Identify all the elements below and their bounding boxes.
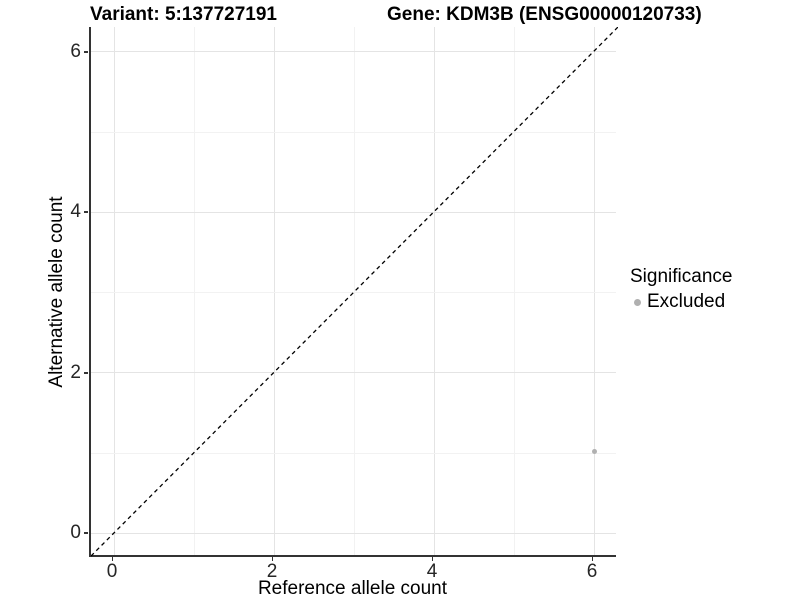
legend: Significance Excluded — [630, 266, 732, 313]
gridline-x-2 — [274, 27, 275, 555]
y-tick-label-0: 0 — [70, 522, 81, 543]
legend-item-label: Excluded — [647, 291, 726, 312]
identity-dashed-line — [91, 27, 618, 557]
gridline-y-3 — [91, 292, 616, 293]
x-tick-label-2: 2 — [266, 561, 278, 582]
gridline-y-2 — [91, 372, 616, 373]
plot-title-gene: Gene: KDM3B (ENSG00000120733) — [387, 4, 702, 25]
gridline-x-4 — [434, 27, 435, 555]
gridline-x-0 — [114, 27, 115, 555]
gridline-x-3 — [354, 27, 355, 555]
plot-panel — [89, 27, 618, 557]
gridline-y-4 — [91, 212, 616, 213]
x-tick-mark-2 — [271, 557, 273, 561]
legend-title: Significance — [630, 266, 733, 287]
x-tick-mark-0 — [111, 557, 113, 561]
y-tick-label-2: 2 — [70, 362, 81, 383]
y-tick-mark-0 — [84, 532, 88, 534]
x-tick-label-0: 0 — [106, 561, 118, 582]
x-tick-mark-6 — [591, 557, 593, 561]
y-tick-mark-6 — [84, 51, 88, 53]
gridline-y-5 — [91, 132, 616, 133]
gridline-x-6 — [594, 27, 595, 555]
gridline-x-1 — [194, 27, 195, 555]
gridline-y-1 — [91, 453, 616, 454]
y-tick-label-6: 6 — [70, 41, 81, 62]
gridline-y-0 — [91, 533, 616, 534]
x-axis-title: Reference allele count — [257, 578, 448, 599]
x-tick-label-6: 6 — [586, 561, 598, 582]
y-tick-label-4: 4 — [70, 201, 81, 222]
y-tick-mark-2 — [84, 372, 88, 374]
y-axis-title: Alternative allele count — [46, 196, 67, 388]
gridline-y-6 — [91, 51, 616, 52]
x-tick-mark-4 — [431, 557, 433, 561]
y-tick-mark-4 — [84, 211, 88, 213]
x-tick-label-4: 4 — [426, 561, 438, 582]
legend-key-dot-icon — [634, 298, 641, 306]
data-point-excluded — [591, 448, 597, 454]
legend-item-excluded: Excluded — [630, 291, 732, 313]
gridline-x-5 — [514, 27, 515, 555]
plot-title-variant: Variant: 5:137727191 — [90, 4, 277, 25]
